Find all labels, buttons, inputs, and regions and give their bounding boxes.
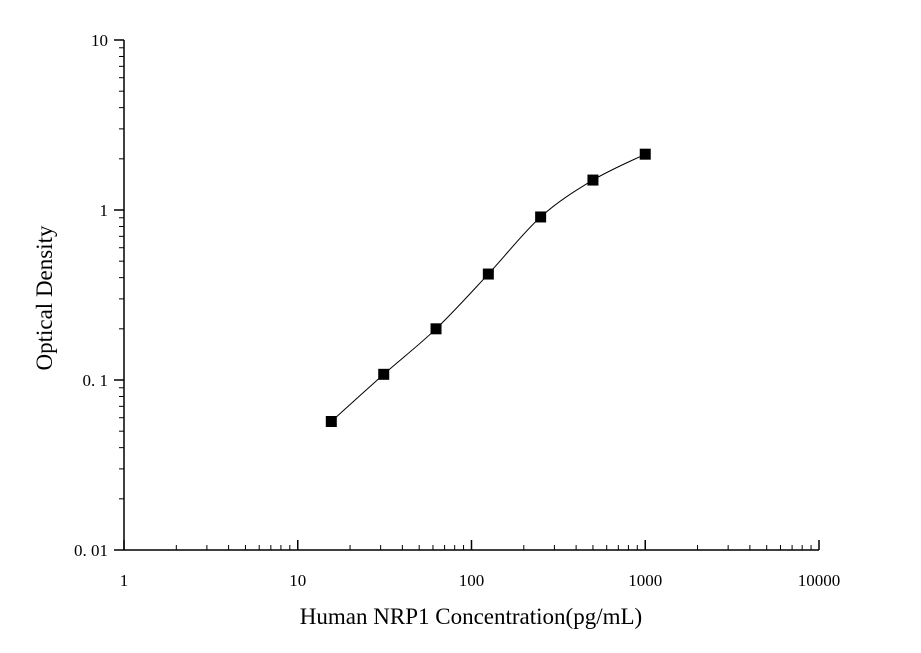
- x-tick-label: 1: [120, 571, 129, 590]
- y-tick-label: 0. 01: [74, 541, 108, 560]
- x-axis-title: Human NRP1 Concentration(pg/mL): [300, 604, 642, 629]
- data-point: [535, 211, 547, 223]
- x-tick-label: 1000: [628, 571, 662, 590]
- x-tick-label: 10000: [798, 571, 841, 590]
- data-point: [430, 323, 442, 335]
- data-point: [482, 268, 494, 280]
- y-tick-label: 1: [100, 201, 109, 220]
- y-tick-label: 0. 1: [83, 371, 109, 390]
- axes: [123, 40, 819, 551]
- x-tick-label: 100: [459, 571, 485, 590]
- data-point: [325, 416, 337, 428]
- x-ticks: 1 10 100 1000 10000: [120, 540, 841, 590]
- y-tick-label: 10: [91, 31, 108, 50]
- fitted-curve: [330, 153, 646, 422]
- x-tick-label: 10: [289, 571, 306, 590]
- data-point: [639, 148, 651, 160]
- data-point: [378, 368, 390, 380]
- y-ticks: 0. 01 0. 1 1 10: [74, 31, 124, 560]
- data-point: [587, 174, 599, 186]
- data-points: [325, 148, 651, 428]
- y-axis-title: Optical Density: [32, 225, 57, 370]
